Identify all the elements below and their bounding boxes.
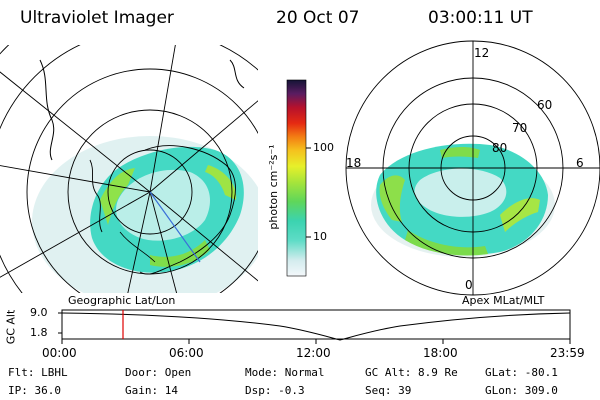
mlt-label-12: 12	[474, 46, 490, 60]
status-seq: Seq: 39	[365, 384, 412, 397]
mlt-lines	[346, 41, 600, 295]
time-tick-0000: 00:00	[42, 346, 77, 360]
altitude-ytick-low: 1.8	[30, 326, 48, 339]
instrument-title: Ultraviolet Imager	[20, 8, 174, 28]
time-tick-1200: 12:00	[296, 346, 331, 360]
geographic-map-panel	[0, 45, 258, 293]
colorbar-tick-10: 10	[313, 230, 327, 243]
status-door: Door: Open	[125, 366, 192, 379]
left-panel-caption: Geographic Lat/Lon	[68, 294, 176, 307]
time-tick-1800: 18:00	[423, 346, 458, 360]
colorbar-unit-label: photon cm⁻²s⁻¹	[267, 144, 280, 230]
altitude-plot	[58, 309, 571, 344]
status-dsp: Dsp: -0.3	[245, 384, 305, 397]
altitude-curve	[61, 312, 571, 341]
mlat-label-70: 70	[512, 121, 528, 135]
pole-direction-line	[149, 191, 201, 263]
mlt-label-6: 6	[576, 156, 584, 170]
altitude-ytick-high: 9.0	[30, 306, 48, 319]
observation-time: 03:00:11 UT	[428, 8, 533, 28]
status-ip: IP: 36.0	[8, 384, 61, 397]
status-glat: GLat: -80.1	[485, 366, 558, 379]
status-gain: Gain: 14	[125, 384, 178, 397]
mlt-label-0: 0	[465, 278, 473, 292]
observation-date: 20 Oct 07	[276, 8, 360, 28]
mlt-label-18: 18	[346, 156, 362, 170]
time-tick-2359: 23:59	[550, 346, 585, 360]
time-tick-0600: 06:00	[169, 346, 204, 360]
mlat-label-60: 60	[537, 98, 553, 112]
altitude-ylabel: GC Alt	[4, 309, 18, 345]
colorbar-ticks	[306, 147, 311, 238]
status-gc-alt: GC Alt: 8.9 Re	[365, 366, 458, 379]
status-mode: Mode: Normal	[245, 366, 325, 379]
right-panel-caption: Apex MLat/MLT	[462, 294, 545, 307]
colorbar	[286, 79, 307, 277]
mlat-label-80: 80	[492, 141, 508, 155]
status-glon: GLon: 309.0	[485, 384, 558, 397]
status-filter: Flt: LBHL	[8, 366, 68, 379]
colorbar-tick-100: 100	[313, 141, 334, 154]
